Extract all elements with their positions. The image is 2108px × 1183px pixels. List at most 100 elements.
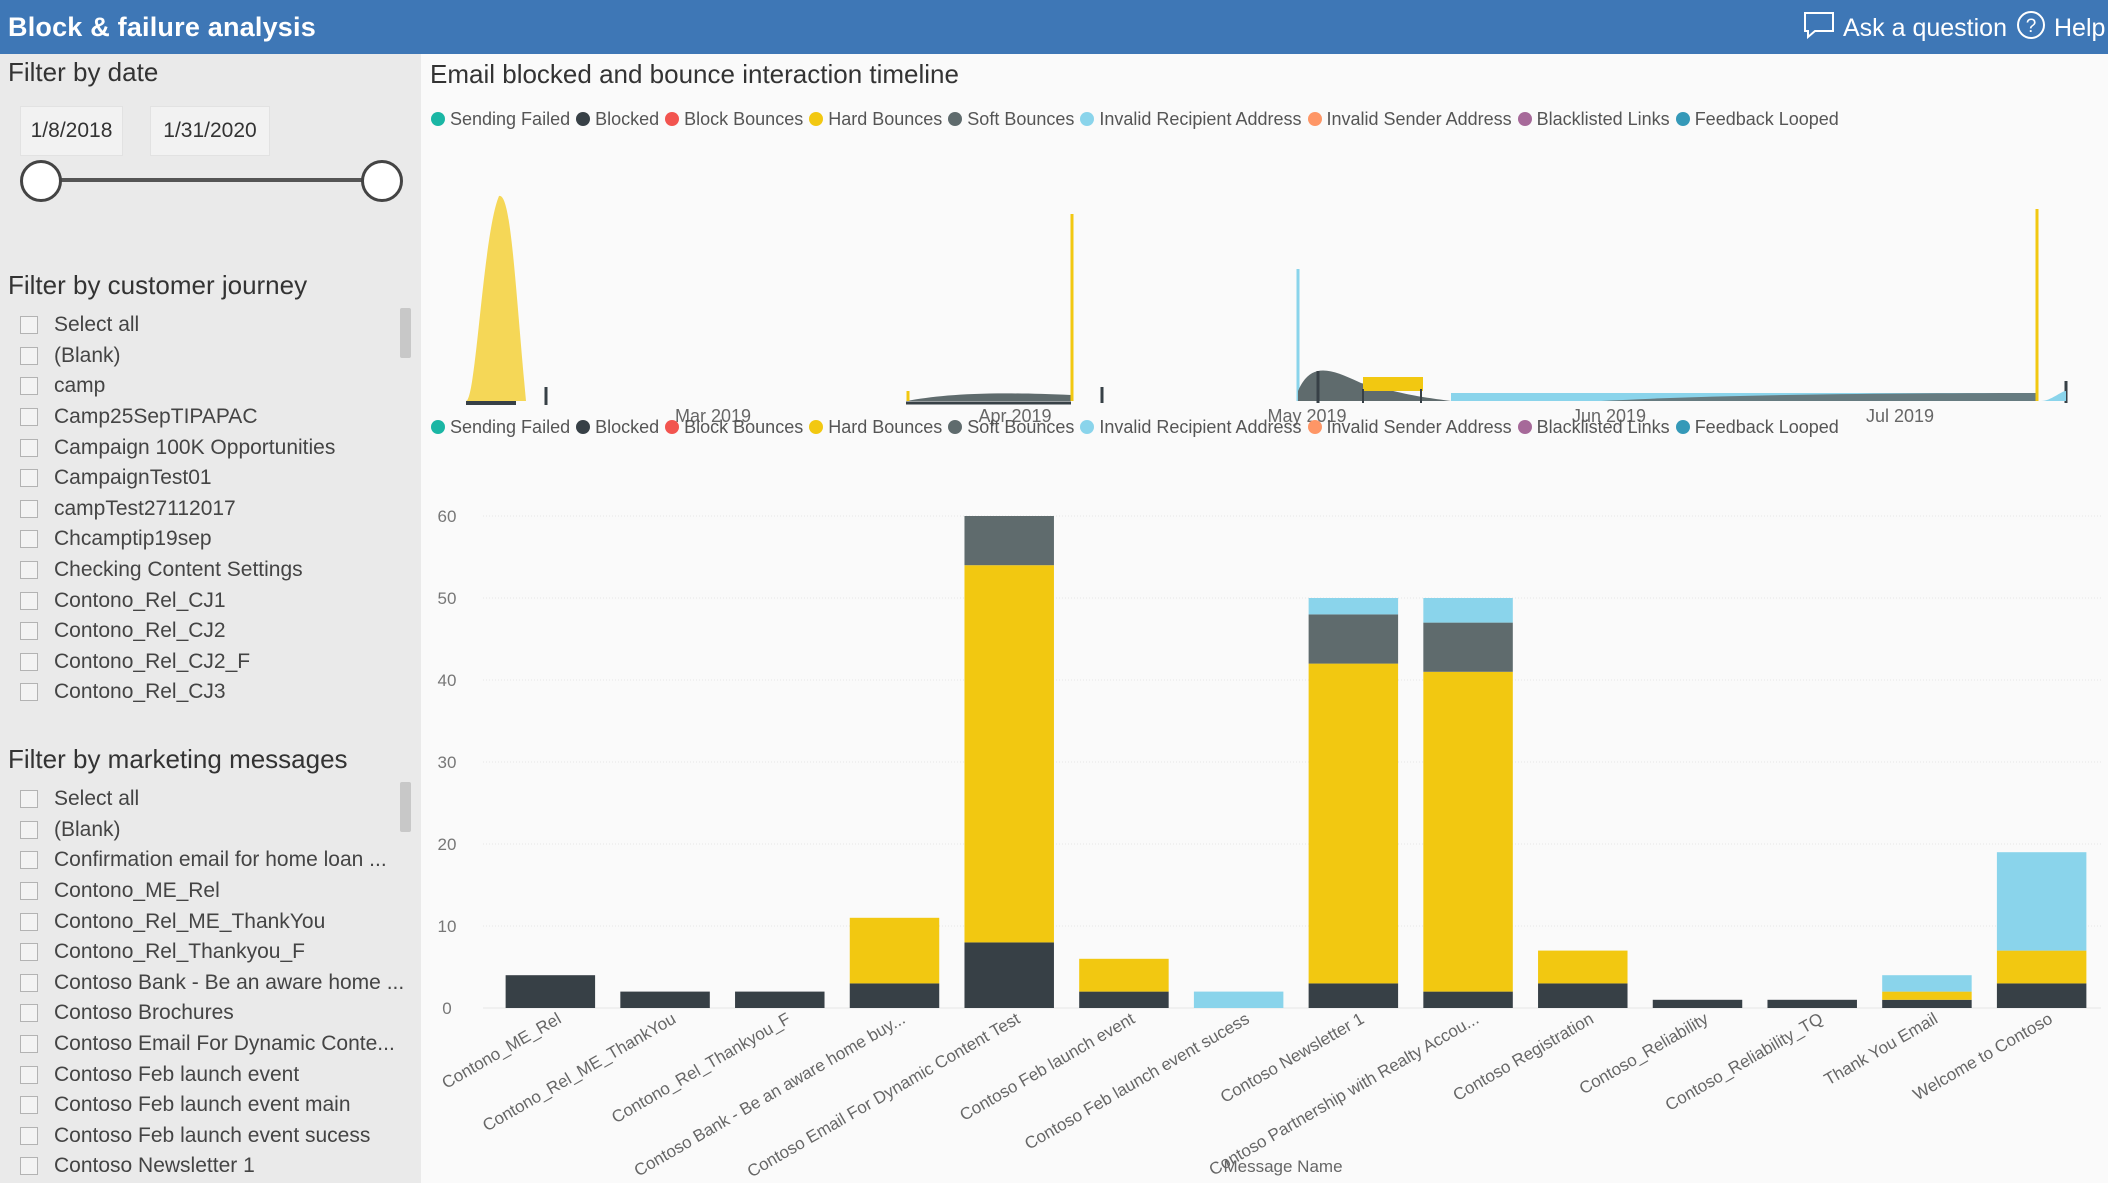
checkbox[interactable]	[20, 1157, 38, 1176]
checkbox[interactable]	[20, 561, 38, 580]
bar-segment-blocked[interactable]	[1538, 983, 1628, 1008]
legend-item[interactable]: Sending Failed	[431, 109, 570, 130]
bar-segment-invalid-recipient-address[interactable]	[1308, 598, 1399, 615]
checkbox[interactable]	[20, 408, 38, 427]
legend-item[interactable]: Invalid Sender Address	[1307, 417, 1512, 438]
bar-segment-invalid-recipient-address[interactable]	[1996, 852, 2087, 951]
bar-segment-soft-bounces[interactable]	[964, 516, 1054, 566]
message-item[interactable]: Contoso Feb launch event sucess	[20, 1121, 410, 1152]
journey-item[interactable]: camp	[20, 371, 410, 402]
date-slider-track[interactable]	[42, 178, 382, 182]
checkbox[interactable]	[20, 438, 38, 457]
checkbox[interactable]	[20, 530, 38, 549]
message-item[interactable]: Confirmation email for home loan ...	[20, 845, 410, 876]
checkbox[interactable]	[20, 882, 38, 901]
journey-item[interactable]: Select all	[20, 310, 410, 341]
checkbox[interactable]	[20, 346, 38, 365]
end-date-input[interactable]: 1/31/2020	[150, 106, 270, 156]
checkbox[interactable]	[20, 652, 38, 671]
message-scrollbar[interactable]	[400, 782, 411, 832]
bar-segment-blocked[interactable]	[1996, 983, 2087, 1008]
bar-segment-hard-bounces[interactable]	[1996, 950, 2087, 984]
legend-item[interactable]: Blacklisted Links	[1517, 109, 1670, 130]
message-item[interactable]: Contoso Email For Dynamic Conte...	[20, 1029, 410, 1060]
legend-item[interactable]: Invalid Recipient Address	[1080, 109, 1302, 130]
legend-item[interactable]: Invalid Recipient Address	[1080, 417, 1302, 438]
bar-segment-blocked[interactable]	[505, 975, 596, 1008]
legend-item[interactable]: Soft Bounces	[948, 417, 1074, 438]
legend-item[interactable]: Sending Failed	[431, 417, 570, 438]
bar-segment-hard-bounces[interactable]	[1423, 671, 1513, 992]
legend-item[interactable]: Block Bounces	[665, 417, 803, 438]
date-slider-start-handle[interactable]	[20, 160, 62, 202]
bar-segment-hard-bounces[interactable]	[1538, 950, 1628, 984]
bar-segment-blocked[interactable]	[849, 983, 940, 1008]
checkbox[interactable]	[20, 377, 38, 396]
checkbox[interactable]	[20, 790, 38, 809]
journey-item[interactable]: campTest27112017	[20, 494, 410, 525]
bar-segment-hard-bounces[interactable]	[1308, 663, 1399, 984]
legend-item[interactable]: Blocked	[576, 417, 659, 438]
checkbox[interactable]	[20, 851, 38, 870]
bar-segment-blocked[interactable]	[735, 991, 825, 1008]
checkbox[interactable]	[20, 499, 38, 518]
journey-item[interactable]: CampaignTest01	[20, 463, 410, 494]
legend-item[interactable]: Blocked	[576, 109, 659, 130]
journey-scrollbar[interactable]	[400, 308, 411, 358]
journey-item[interactable]: Chcamptip19sep	[20, 524, 410, 555]
journey-item[interactable]: Contono_Rel_CJ2_F	[20, 647, 410, 678]
bar-segment-hard-bounces[interactable]	[1079, 958, 1169, 992]
bar-segment-invalid-recipient-address[interactable]	[1193, 991, 1284, 1008]
ask-question-button[interactable]: Ask a question	[1803, 10, 2007, 46]
journey-item[interactable]: Contono_Rel_CJ3	[20, 677, 410, 708]
message-item[interactable]: Contoso Brochures	[20, 998, 410, 1029]
message-item[interactable]: (Blank)	[20, 815, 410, 846]
checkbox[interactable]	[20, 591, 38, 610]
bar-segment-blocked[interactable]	[1423, 991, 1513, 1008]
message-item[interactable]: Contono_ME_Rel	[20, 876, 410, 907]
journey-item[interactable]: Checking Content Settings	[20, 555, 410, 586]
message-item[interactable]: Contono_Rel_ME_ThankYou	[20, 906, 410, 937]
checkbox[interactable]	[20, 622, 38, 641]
message-item[interactable]: Contoso Feb launch event	[20, 1059, 410, 1090]
journey-item[interactable]: Contono_Rel_CJ2	[20, 616, 410, 647]
bar-segment-hard-bounces[interactable]	[1882, 991, 1972, 1000]
journey-item[interactable]: Camp25SepTIPAPAC	[20, 402, 410, 433]
bar-segment-invalid-recipient-address[interactable]	[1423, 598, 1513, 623]
legend-item[interactable]: Soft Bounces	[948, 109, 1074, 130]
checkbox[interactable]	[20, 820, 38, 839]
bar-segment-blocked[interactable]	[964, 942, 1054, 1008]
checkbox[interactable]	[20, 1004, 38, 1023]
bar-segment-invalid-recipient-address[interactable]	[1882, 975, 1972, 992]
checkbox[interactable]	[20, 943, 38, 962]
message-item[interactable]: Contoso Feb launch event main	[20, 1090, 410, 1121]
legend-item[interactable]: Hard Bounces	[809, 417, 942, 438]
legend-item[interactable]: Hard Bounces	[809, 109, 942, 130]
bar-segment-blocked[interactable]	[1079, 991, 1169, 1008]
bar-segment-blocked[interactable]	[1767, 999, 1857, 1008]
checkbox[interactable]	[20, 1035, 38, 1054]
checkbox[interactable]	[20, 469, 38, 488]
bar-segment-blocked[interactable]	[620, 991, 710, 1008]
timeline-chart[interactable]: Mar 2019 Apr 2019 May 2019 Jun 2019 Jul 2019	[421, 164, 2108, 444]
help-button[interactable]: ? Help	[2016, 10, 2105, 46]
message-item[interactable]: Contoso Newsletter 1	[20, 1151, 410, 1182]
legend-item[interactable]: Block Bounces	[665, 109, 803, 130]
start-date-input[interactable]: 1/8/2018	[20, 106, 123, 156]
checkbox[interactable]	[20, 1126, 38, 1145]
bar-segment-hard-bounces[interactable]	[849, 917, 940, 984]
bar-chart[interactable]: 0102030405060Contono_ME_RelContono_Rel_M…	[421, 444, 2108, 1183]
bar-segment-blocked[interactable]	[1882, 999, 1972, 1008]
message-item[interactable]: Contoso Bank - Be an aware home ...	[20, 968, 410, 999]
legend-item[interactable]: Feedback Looped	[1675, 417, 1839, 438]
journey-item[interactable]: Campaign 100K Opportunities	[20, 432, 410, 463]
message-item[interactable]: Contono_Rel_Thankyou_F	[20, 937, 410, 968]
legend-item[interactable]: Invalid Sender Address	[1307, 109, 1512, 130]
legend-item[interactable]: Feedback Looped	[1675, 109, 1839, 130]
checkbox[interactable]	[20, 973, 38, 992]
checkbox[interactable]	[20, 683, 38, 702]
checkbox[interactable]	[20, 1065, 38, 1084]
journey-item[interactable]: Contono_Rel_CJ1	[20, 585, 410, 616]
bar-segment-soft-bounces[interactable]	[1423, 622, 1513, 672]
journey-item[interactable]: (Blank)	[20, 341, 410, 372]
